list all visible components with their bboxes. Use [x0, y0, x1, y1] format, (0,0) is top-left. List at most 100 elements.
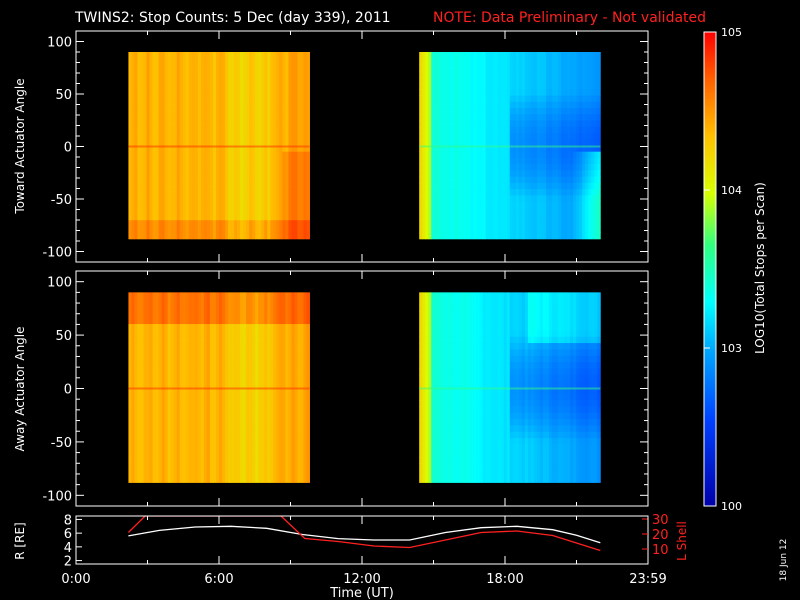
- heat-cell: [530, 145, 535, 153]
- heat-cell: [579, 95, 583, 103]
- heat-cell: [200, 101, 205, 109]
- heat-cell: [530, 157, 535, 165]
- heat-cell: [461, 83, 465, 90]
- heat-cell: [176, 76, 181, 84]
- heat-cell: [170, 83, 175, 90]
- heat-cell: [476, 120, 480, 128]
- heat-cell: [134, 132, 138, 140]
- heat-cell: [597, 145, 601, 153]
- heat-cell: [576, 164, 580, 171]
- heat-cell: [419, 76, 423, 84]
- heat-cell: [215, 330, 220, 338]
- heat-cell: [140, 305, 144, 312]
- heat-cell: [128, 126, 132, 134]
- heat-cell: [167, 463, 172, 471]
- heat-cell: [552, 201, 556, 209]
- heat-cell: [555, 70, 559, 78]
- heat-cell: [234, 343, 238, 350]
- heat-cell: [158, 355, 163, 363]
- heat-cell: [203, 400, 208, 407]
- heat-cell: [206, 64, 211, 72]
- heat-cell: [585, 220, 589, 227]
- heat-cell: [155, 393, 160, 401]
- heat-cell: [219, 444, 223, 452]
- heat-cell: [155, 220, 160, 227]
- heat-cell: [558, 151, 562, 159]
- heat-cell: [215, 220, 220, 227]
- heat-cell: [564, 139, 568, 146]
- heat-cell: [167, 101, 172, 109]
- heat-cell: [570, 52, 574, 59]
- heat-cell: [470, 126, 474, 134]
- heat-cell: [437, 58, 441, 65]
- heat-cell: [228, 176, 232, 184]
- heat-cell: [288, 226, 292, 234]
- heat-cell: [197, 406, 202, 414]
- heat-cell: [576, 232, 580, 240]
- heat-cell: [576, 195, 580, 202]
- heat-cell: [203, 349, 208, 357]
- heat-cell: [209, 330, 214, 338]
- heat-cell: [167, 164, 172, 171]
- heat-cell: [243, 95, 247, 103]
- heat-cell: [206, 70, 211, 78]
- heat-cell: [149, 108, 153, 115]
- heat-cell: [182, 305, 187, 312]
- heat-cell: [134, 317, 138, 325]
- heat-cell: [143, 368, 147, 376]
- heat-cell: [440, 108, 444, 115]
- heat-cell: [576, 76, 580, 84]
- heat-cell: [128, 349, 132, 357]
- heat-cell: [573, 76, 577, 84]
- heat-cell: [576, 101, 580, 109]
- heat-cell: [188, 207, 193, 215]
- heat-cell: [252, 89, 256, 97]
- heat-cell: [176, 355, 181, 363]
- heat-cell: [137, 220, 141, 227]
- heat-cell: [173, 83, 178, 90]
- heat-cell: [549, 207, 553, 215]
- heat-cell: [212, 145, 217, 153]
- heat-cell: [449, 52, 453, 59]
- heat-cell: [542, 189, 547, 196]
- heat-cell: [509, 226, 514, 234]
- heat-cell: [476, 189, 480, 196]
- heat-cell: [197, 201, 202, 209]
- heat-cell: [134, 101, 138, 109]
- heat-cell: [567, 89, 571, 97]
- heat-cell: [276, 151, 280, 159]
- heat-cell: [552, 195, 556, 202]
- heat-cell: [588, 145, 592, 153]
- heat-cell: [252, 362, 256, 369]
- heat-cell: [185, 444, 190, 452]
- heat-cell: [306, 70, 310, 78]
- heat-cell: [488, 201, 493, 209]
- heat-cell: [222, 476, 226, 483]
- heat-cell: [558, 114, 562, 121]
- heat-cell: [131, 114, 135, 121]
- heat-cell: [173, 220, 178, 227]
- heat-cell: [188, 317, 193, 325]
- heat-cell: [173, 393, 178, 401]
- heat-cell: [452, 170, 456, 177]
- heat-cell: [440, 132, 444, 140]
- heat-cell: [240, 164, 244, 171]
- heat-cell: [146, 406, 150, 414]
- heat-cell: [252, 381, 256, 388]
- heat-cell: [482, 70, 487, 78]
- heat-cell: [291, 207, 295, 215]
- heat-cell: [270, 145, 274, 153]
- heat-cell: [246, 463, 250, 471]
- heat-cell: [530, 182, 535, 190]
- heat-cell: [494, 139, 499, 146]
- heat-cell: [452, 101, 456, 109]
- heat-cell: [222, 349, 226, 357]
- heat-cell: [155, 207, 160, 215]
- heat-cell: [209, 431, 214, 439]
- heat-cell: [597, 83, 601, 90]
- heat-cell: [285, 52, 289, 59]
- heat-cell: [158, 349, 163, 357]
- heat-cell: [288, 207, 292, 215]
- heat-cell: [491, 58, 496, 65]
- heat-cell: [155, 176, 160, 184]
